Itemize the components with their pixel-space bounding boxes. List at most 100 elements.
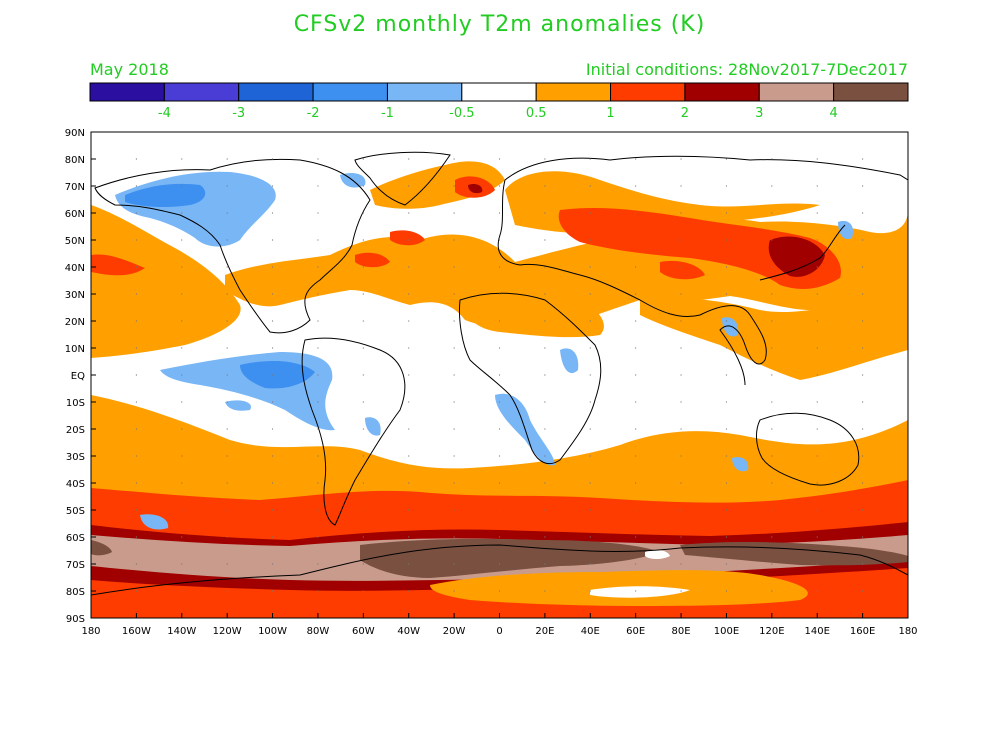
grid-dot — [453, 293, 455, 295]
grid-dot — [362, 239, 364, 241]
colorbar-label: 0.5 — [526, 106, 547, 121]
lon-tick-label: 160E — [850, 626, 875, 637]
africa-coast — [459, 292, 602, 465]
lon-labels: 180 160W 140W 120W 100W 80W 60W 40W 20W 0 20E 40E 60… — [81, 613, 918, 637]
grid-dot — [589, 482, 591, 484]
grid-dot — [226, 374, 228, 376]
grid-dot — [362, 428, 364, 430]
grid-dot — [408, 266, 410, 268]
grid-dot — [771, 482, 773, 484]
grid-dot — [498, 509, 501, 511]
grid-dot — [544, 347, 546, 349]
grid-dot — [544, 239, 546, 241]
grid-dot — [408, 347, 410, 349]
grid-dot — [725, 158, 728, 160]
grid-dot — [453, 212, 455, 214]
colorbar-label: 2 — [681, 106, 689, 121]
lon-tick-label: 40E — [581, 626, 600, 637]
lon-tick-label: 0 — [496, 626, 502, 637]
grid-dot — [362, 212, 364, 214]
grid-dot — [317, 212, 319, 214]
grid-dot — [453, 158, 455, 160]
grid-dot — [317, 590, 319, 592]
grid-dot — [453, 455, 455, 457]
grid-dot — [453, 266, 455, 268]
grid-dot — [862, 401, 864, 403]
grid-dot — [498, 266, 501, 268]
grid-dot — [680, 239, 682, 241]
grid-dot — [362, 158, 364, 160]
grid-dot — [544, 482, 546, 484]
grid-dot — [181, 239, 183, 241]
lat-tick-label: 70S — [66, 560, 85, 571]
grid-dot — [135, 482, 137, 484]
grid-dot — [135, 509, 137, 511]
grid-dot — [317, 374, 319, 376]
grid-dot — [771, 590, 773, 592]
grid-dot — [135, 158, 137, 160]
grid-dot — [135, 428, 137, 430]
grid-dot — [181, 455, 183, 457]
anomaly-region — [838, 220, 854, 240]
anomaly-region — [732, 457, 749, 472]
grid-dot — [771, 455, 773, 457]
grid-dot — [408, 158, 410, 160]
grid-dot — [181, 374, 183, 376]
colorbar-label: -2 — [307, 106, 320, 121]
grid-dot — [544, 266, 546, 268]
lon-tick-label: 100W — [258, 626, 287, 637]
colorbar-swatch — [89, 82, 165, 102]
grid-dot — [226, 401, 228, 403]
grid-dot — [771, 320, 773, 322]
grid-dot — [862, 347, 864, 349]
grid-dot — [635, 185, 637, 187]
grid-dot — [816, 293, 818, 295]
lat-tick-label: 80N — [65, 155, 85, 166]
lon-tick-label: 180 — [898, 626, 917, 637]
initial-conditions: Initial conditions: 28Nov2017-7Dec2017 — [585, 60, 908, 79]
anomaly-region — [680, 542, 908, 566]
grid-dot — [226, 293, 228, 295]
grid-dot — [498, 401, 501, 403]
grid-dot — [226, 509, 228, 511]
colorbar-swatch — [386, 82, 463, 102]
grid-dot — [317, 185, 319, 187]
grid-dot — [498, 212, 501, 214]
lon-tick-label: 160W — [122, 626, 151, 637]
grid-dot — [589, 158, 591, 160]
grid-dot — [862, 185, 864, 187]
grid-dot — [771, 374, 773, 376]
lat-tick-label: 50S — [66, 506, 85, 517]
grid-dot — [226, 590, 228, 592]
grid-dot — [680, 347, 682, 349]
grid-dot — [408, 590, 410, 592]
grid-dot — [271, 158, 274, 160]
grid-dot — [498, 428, 501, 430]
grid-dot — [453, 374, 455, 376]
anomaly-region — [560, 348, 579, 374]
grid-dot — [589, 185, 591, 187]
grid-dot — [635, 347, 637, 349]
lat-tick-label: 90S — [66, 614, 85, 625]
grid-dot — [635, 293, 637, 295]
grid-dot — [589, 563, 591, 565]
lat-tick-label: 20S — [66, 425, 85, 436]
grid-dot — [862, 482, 864, 484]
grid-dot — [816, 590, 818, 592]
grid-dot — [271, 563, 274, 565]
grid-dot — [226, 428, 228, 430]
anomaly-region — [590, 586, 690, 598]
grid-dot — [408, 428, 410, 430]
coastlines — [91, 151, 908, 596]
colorbar-swatch — [312, 82, 388, 102]
grid-dot — [408, 401, 410, 403]
grid-dot — [862, 563, 864, 565]
grid-dot — [181, 347, 183, 349]
colorbar-swatch — [610, 82, 686, 102]
anomaly-region — [125, 183, 206, 207]
lon-tick-label: 40W — [397, 626, 420, 637]
grid-dot — [317, 428, 319, 430]
grid-dot — [453, 482, 455, 484]
grid-dot — [544, 374, 546, 376]
grid-dot — [725, 374, 728, 376]
